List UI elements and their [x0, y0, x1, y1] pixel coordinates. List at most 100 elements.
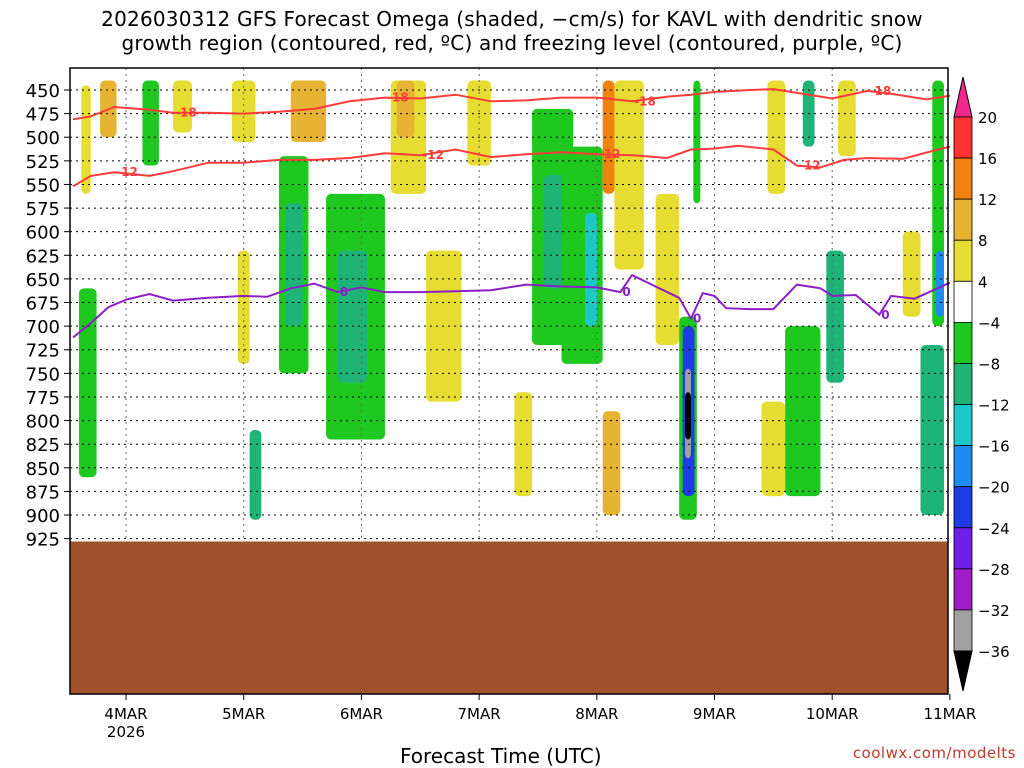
y-tick-label: 500: [26, 128, 60, 149]
x-tick-label: 8MAR: [575, 705, 618, 723]
omega-cell: [785, 326, 821, 497]
dgz-contour-minus18: [72, 88, 951, 121]
colorbar-label: −24: [978, 520, 1010, 538]
y-tick-label: 650: [26, 270, 60, 291]
omega-cell: [693, 80, 701, 204]
y-tick-label: 575: [26, 199, 60, 220]
omega-cell: [838, 80, 856, 157]
omega-cell: [602, 80, 615, 194]
x-axis-title: Forecast Time (UTC): [400, 744, 602, 768]
omega-cell: [514, 392, 533, 497]
y-tick-label: 600: [26, 223, 60, 244]
colorbar-bin: [953, 198, 973, 241]
omega-shading: [78, 80, 945, 520]
colorbar-label: 8: [978, 232, 988, 250]
colorbar-bin: [953, 157, 973, 200]
colorbar-over-arrow: [953, 76, 973, 118]
x-tick-label: 5MAR: [222, 705, 265, 723]
x-tick-label: 7MAR: [458, 705, 501, 723]
y-tick-label: 775: [26, 388, 60, 409]
y-tick-label: 525: [26, 152, 60, 173]
colorbar-bin: [953, 239, 973, 282]
contour-lines: -18 -18 -18 -18 -12 -12 -12 -12 0 0 0 0: [72, 84, 951, 339]
omega-cell: [826, 250, 844, 383]
y-tick-label: 875: [26, 482, 60, 503]
y-tick-label: 675: [26, 294, 60, 315]
colorbar-label: 4: [978, 273, 988, 291]
omega-cell: [284, 203, 303, 327]
omega-cell: [173, 80, 192, 133]
colorbar-label: 16: [978, 150, 997, 168]
colorbar-label: −4: [978, 314, 1000, 332]
colorbar-label: −28: [978, 561, 1010, 579]
terrain-ground: [70, 541, 948, 694]
y-tick-label: 725: [26, 341, 60, 362]
y-tick-label: 475: [26, 105, 60, 126]
colorbar-bin: [953, 404, 973, 447]
omega-cell: [249, 430, 262, 520]
dgz-contour-minus12: [72, 144, 951, 188]
x-tick-label: 4MAR: [104, 705, 147, 723]
omega-cell: [761, 401, 786, 497]
omega-cell: [935, 250, 945, 317]
colorbar-bin: [953, 321, 973, 364]
dgz-contour-minus12-label: -12: [422, 148, 444, 162]
omega-cell: [78, 288, 97, 478]
freezing-level-contour-label: 0: [622, 285, 630, 299]
freezing-level-contour-label: 0: [693, 312, 701, 326]
y-tick-label: 825: [26, 435, 60, 456]
colorbar-label: −8: [978, 355, 1000, 373]
omega-cell: [237, 250, 250, 364]
omega-cell: [81, 85, 91, 194]
y-tick-label: 900: [26, 506, 60, 527]
x-tick-label: 6MAR: [340, 705, 383, 723]
omega-cell: [602, 411, 621, 516]
dgz-contour-minus18-label: -18: [387, 91, 409, 105]
x-tick-label: 10MAR: [806, 705, 859, 723]
dgz-contour-minus18-label: -18: [175, 106, 197, 120]
colorbar-label: −20: [978, 479, 1010, 497]
colorbar-bin: [953, 527, 973, 570]
dgz-contour-minus12-label: -12: [799, 159, 821, 173]
omega-cell: [337, 250, 368, 383]
freezing-level-contour-label: 0: [340, 285, 348, 299]
y-tick-label: 925: [26, 530, 60, 551]
colorbar-bin: [953, 445, 973, 488]
grid-lines: [70, 68, 948, 694]
y-tick-label: 450: [26, 81, 60, 102]
chart-title-line-2: growth region (contoured, red, ºC) and f…: [121, 31, 903, 55]
colorbar-bin: [953, 363, 973, 405]
omega-cell: [767, 80, 786, 194]
omega-cell: [585, 212, 597, 327]
x-tick-label: 11MAR: [924, 705, 977, 723]
x-tick-label: 9MAR: [693, 705, 736, 723]
colorbar-label: −12: [978, 397, 1010, 415]
omega-cell: [655, 193, 680, 346]
colorbar-bin: [953, 568, 973, 611]
chart-title-line-1: 2026030312 GFS Forecast Omega (shaded, −…: [101, 7, 923, 31]
omega-cell: [396, 80, 415, 138]
freezing-level-contour: [72, 273, 951, 339]
omega-cell: [142, 80, 159, 166]
colorbar-under-arrow: [953, 650, 973, 692]
colorbar-bin: [953, 280, 973, 323]
colorbar-label: 12: [978, 191, 997, 209]
omega-cell: [685, 392, 691, 440]
y-tick-label: 550: [26, 175, 60, 196]
plot-frame: [69, 67, 949, 695]
y-tick-label: 850: [26, 459, 60, 480]
terrain-band: [70, 541, 948, 694]
x-tick-sublabel: 2026: [107, 723, 145, 741]
dgz-contour-minus18-label: -18: [634, 94, 656, 108]
credit-text[interactable]: coolwx.com/modelts: [852, 744, 1016, 762]
y-tick-label: 700: [26, 317, 60, 338]
colorbar: 20 16 12 8 4 −4 −8 −12 −16 −20 −24 −28 −32 −36: [953, 76, 1010, 692]
freezing-level-contour-label: 0: [881, 308, 889, 322]
omega-cell: [614, 80, 644, 270]
y-tick-label: 800: [26, 412, 60, 433]
omega-cell: [290, 80, 327, 142]
omega-cell: [902, 231, 921, 317]
colorbar-label: 20: [978, 109, 997, 127]
